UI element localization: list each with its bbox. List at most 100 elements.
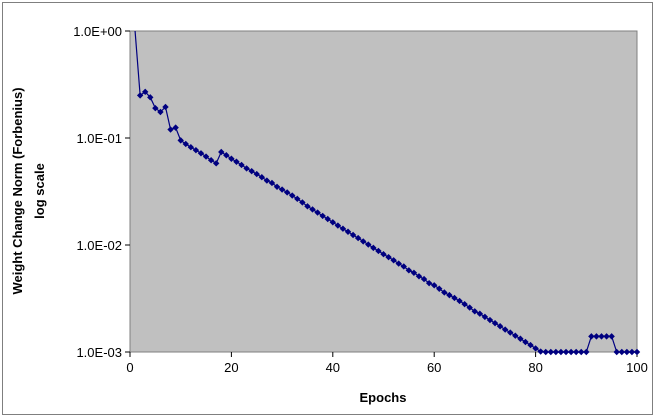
data-point <box>187 144 195 151</box>
data-point <box>263 177 271 184</box>
data-point <box>258 174 266 181</box>
data-point <box>334 222 342 229</box>
x-axis-title: Epochs <box>360 390 407 405</box>
data-point <box>608 333 615 340</box>
data-point <box>628 348 636 356</box>
x-tick-label: 100 <box>626 360 648 375</box>
data-point <box>527 341 534 349</box>
data-point <box>420 275 428 283</box>
data-point <box>385 253 392 261</box>
data-point <box>431 282 438 289</box>
data-point <box>167 126 174 133</box>
data-point <box>410 269 418 276</box>
data-point <box>486 316 494 324</box>
data-point <box>618 348 625 356</box>
data-point <box>441 289 448 296</box>
data-point <box>583 348 590 356</box>
data-point <box>471 308 478 315</box>
y-tick-label: 1.0E+00 <box>73 24 122 39</box>
plot-area <box>129 30 638 353</box>
y-axis-title-line2: log scale <box>32 163 47 219</box>
series-markers <box>136 88 641 356</box>
data-point <box>380 251 387 258</box>
data-point <box>522 338 529 346</box>
data-point <box>390 257 397 264</box>
data-point <box>248 167 255 175</box>
data-point <box>613 348 620 356</box>
data-point <box>598 333 605 340</box>
y-tick-label: 1.0E-02 <box>76 238 122 253</box>
data-point <box>147 94 154 101</box>
data-point <box>157 108 164 116</box>
data-point <box>299 199 306 206</box>
data-point <box>365 241 372 248</box>
data-point <box>400 263 407 270</box>
data-point <box>461 300 468 308</box>
data-point <box>182 140 189 148</box>
data-point <box>603 333 610 340</box>
data-point <box>456 297 463 305</box>
data-point <box>289 192 296 199</box>
data-point <box>481 313 489 321</box>
data-point <box>496 323 504 330</box>
x-axis: 0 20 40 60 80 100 <box>126 352 648 375</box>
data-point <box>623 348 631 356</box>
data-point <box>192 146 200 154</box>
data-point <box>197 150 205 157</box>
data-point <box>507 329 514 336</box>
data-point <box>395 260 402 267</box>
data-point <box>567 348 575 356</box>
data-point <box>177 137 184 144</box>
x-tick-label: 20 <box>224 360 238 375</box>
data-point <box>207 157 215 164</box>
data-point <box>223 152 230 159</box>
data-point <box>354 234 362 242</box>
data-point <box>294 195 301 203</box>
data-point <box>593 333 600 340</box>
data-point <box>633 348 641 356</box>
data-point <box>344 228 352 235</box>
data-point <box>273 183 281 190</box>
x-tick-label: 60 <box>427 360 441 375</box>
data-point <box>405 267 413 274</box>
y-axis-title-line1: Weight Change Norm (Forbenius) <box>10 87 25 294</box>
data-point <box>339 225 347 232</box>
data-point <box>278 186 286 193</box>
data-point <box>491 319 499 327</box>
data-point <box>547 348 555 356</box>
data-point <box>425 279 433 287</box>
data-point <box>552 348 560 356</box>
data-point <box>537 348 544 355</box>
data-point <box>360 238 367 245</box>
data-point <box>228 155 235 162</box>
data-point <box>512 332 519 339</box>
data-point <box>370 244 377 252</box>
data-point <box>517 335 524 342</box>
data-point <box>349 231 357 239</box>
data-point <box>466 304 473 311</box>
data-point <box>136 92 144 99</box>
data-point <box>172 124 179 131</box>
data-point <box>218 148 225 156</box>
data-point <box>162 103 169 111</box>
y-axis: 1.0E+00 1.0E-01 1.0E-02 1.0E-03 <box>73 24 130 360</box>
data-point <box>415 273 423 280</box>
data-point <box>578 348 585 356</box>
data-point <box>319 212 326 220</box>
y-tick-label: 1.0E-03 <box>76 345 122 360</box>
data-point <box>202 153 210 160</box>
data-point <box>309 206 316 213</box>
data-point <box>436 285 443 292</box>
data-point <box>451 294 458 302</box>
data-point <box>572 348 580 356</box>
data-point <box>152 104 159 112</box>
data-point <box>268 179 276 187</box>
data-point <box>283 189 291 196</box>
data-point <box>476 310 484 317</box>
data-point <box>304 203 311 210</box>
data-point <box>324 215 331 223</box>
data-point <box>238 161 245 169</box>
y-tick-label: 1.0E-01 <box>76 131 122 146</box>
data-point <box>314 209 321 216</box>
